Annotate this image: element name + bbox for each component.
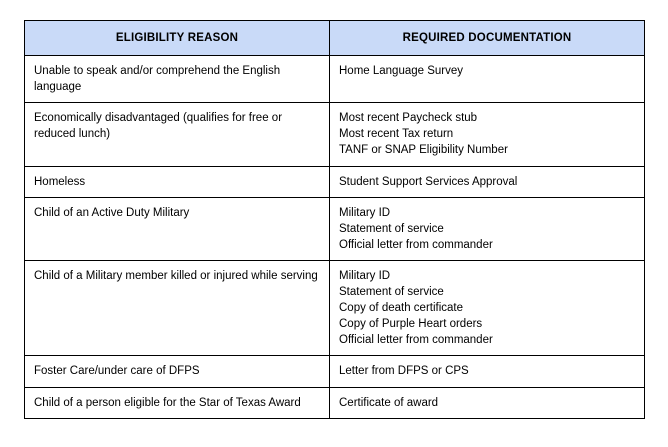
reason-cell: Child of an Active Duty Military bbox=[24, 196, 330, 261]
reason-cell: Homeless bbox=[24, 165, 330, 198]
reason-cell: Foster Care/under care of DFPS bbox=[24, 355, 330, 388]
table-row: Child of a person eligible for the Star … bbox=[24, 386, 645, 419]
document-page: ELIGIBILITY REASON REQUIRED DOCUMENTATIO… bbox=[24, 19, 645, 419]
eligibility-table: ELIGIBILITY REASON REQUIRED DOCUMENTATIO… bbox=[24, 19, 645, 419]
table-row: Homeless Student Support Services Approv… bbox=[24, 165, 645, 198]
reason-cell: Unable to speak and/or comprehend the En… bbox=[24, 55, 330, 104]
table-header-row: ELIGIBILITY REASON REQUIRED DOCUMENTATIO… bbox=[24, 19, 645, 57]
docs-cell: Most recent Paycheck stub Most recent Ta… bbox=[329, 102, 645, 167]
docs-cell: Home Language Survey bbox=[329, 55, 645, 104]
docs-cell: Military ID Statement of service Officia… bbox=[329, 196, 645, 261]
docs-cell: Military ID Statement of service Copy of… bbox=[329, 259, 645, 357]
docs-cell: Certificate of award bbox=[329, 386, 645, 419]
docs-cell: Student Support Services Approval bbox=[329, 165, 645, 198]
table-row: Foster Care/under care of DFPS Letter fr… bbox=[24, 355, 645, 388]
reason-cell: Child of a person eligible for the Star … bbox=[24, 386, 330, 419]
table-row: Economically disadvantaged (qualifies fo… bbox=[24, 102, 645, 167]
column-header-required-documentation: REQUIRED DOCUMENTATION bbox=[329, 19, 645, 57]
table-row: Child of a Military member killed or inj… bbox=[24, 259, 645, 357]
docs-cell: Letter from DFPS or CPS bbox=[329, 355, 645, 388]
table-row: Unable to speak and/or comprehend the En… bbox=[24, 55, 645, 104]
table-row: Child of an Active Duty Military Militar… bbox=[24, 196, 645, 261]
reason-cell: Child of a Military member killed or inj… bbox=[24, 259, 330, 357]
reason-cell: Economically disadvantaged (qualifies fo… bbox=[24, 102, 330, 167]
column-header-eligibility-reason: ELIGIBILITY REASON bbox=[24, 19, 330, 57]
